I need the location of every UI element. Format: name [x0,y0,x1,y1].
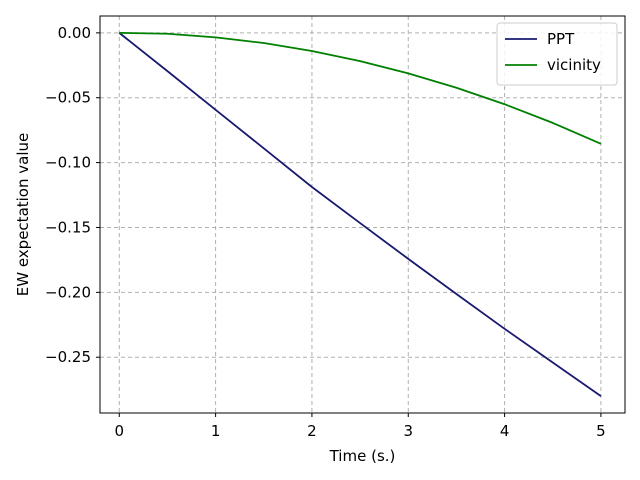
y-tick-label: 0.00 [58,24,91,42]
x-tick-label: 1 [211,422,221,440]
series-line-ppt [118,32,602,397]
y-tick-label: −0.05 [45,89,91,107]
y-tick-label: −0.25 [45,348,91,366]
x-tick-label: 5 [596,422,606,440]
x-tick-label: 0 [114,422,124,440]
x-tick-label: 2 [307,422,317,440]
y-tick-label: −0.20 [45,283,91,301]
legend-label: vicinity [547,56,601,74]
y-tick-label: −0.15 [45,218,91,236]
legend-label: PPT [547,30,575,48]
series-lines [118,31,602,397]
y-axis-label: EW expectation value [14,133,32,296]
axis-ticks: 0 1 2 3 4 5 0.00 −0.05 −0.10 −0.15 −0.20 −0.25 [45,24,606,440]
series-line-vicinity [119,31,602,145]
x-axis-label: Time (s.) [329,447,396,465]
x-tick-label: 4 [500,422,510,440]
plot-frame [99,15,626,414]
y-tick-label: −0.10 [45,154,91,172]
legend: PPT vicinity [496,22,618,86]
x-tick-label: 3 [403,422,413,440]
